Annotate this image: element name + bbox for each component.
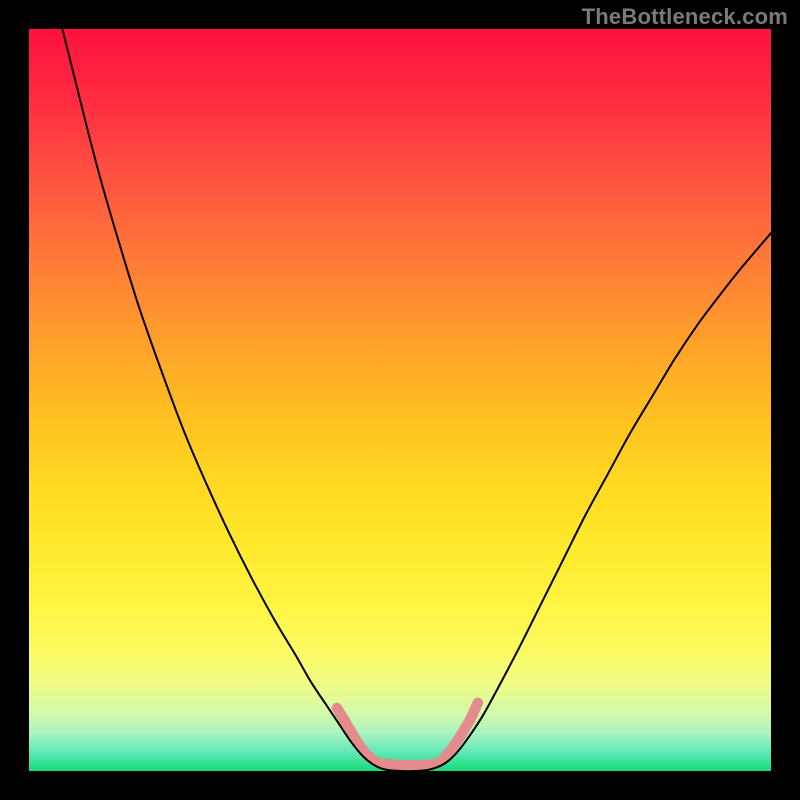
gradient-background bbox=[29, 29, 771, 771]
plot-area bbox=[29, 29, 771, 771]
watermark-label: TheBottleneck.com bbox=[582, 4, 788, 30]
accent-segment-1 bbox=[381, 764, 437, 765]
outer-frame: TheBottleneck.com bbox=[0, 0, 800, 800]
bottleneck-chart bbox=[29, 29, 771, 771]
